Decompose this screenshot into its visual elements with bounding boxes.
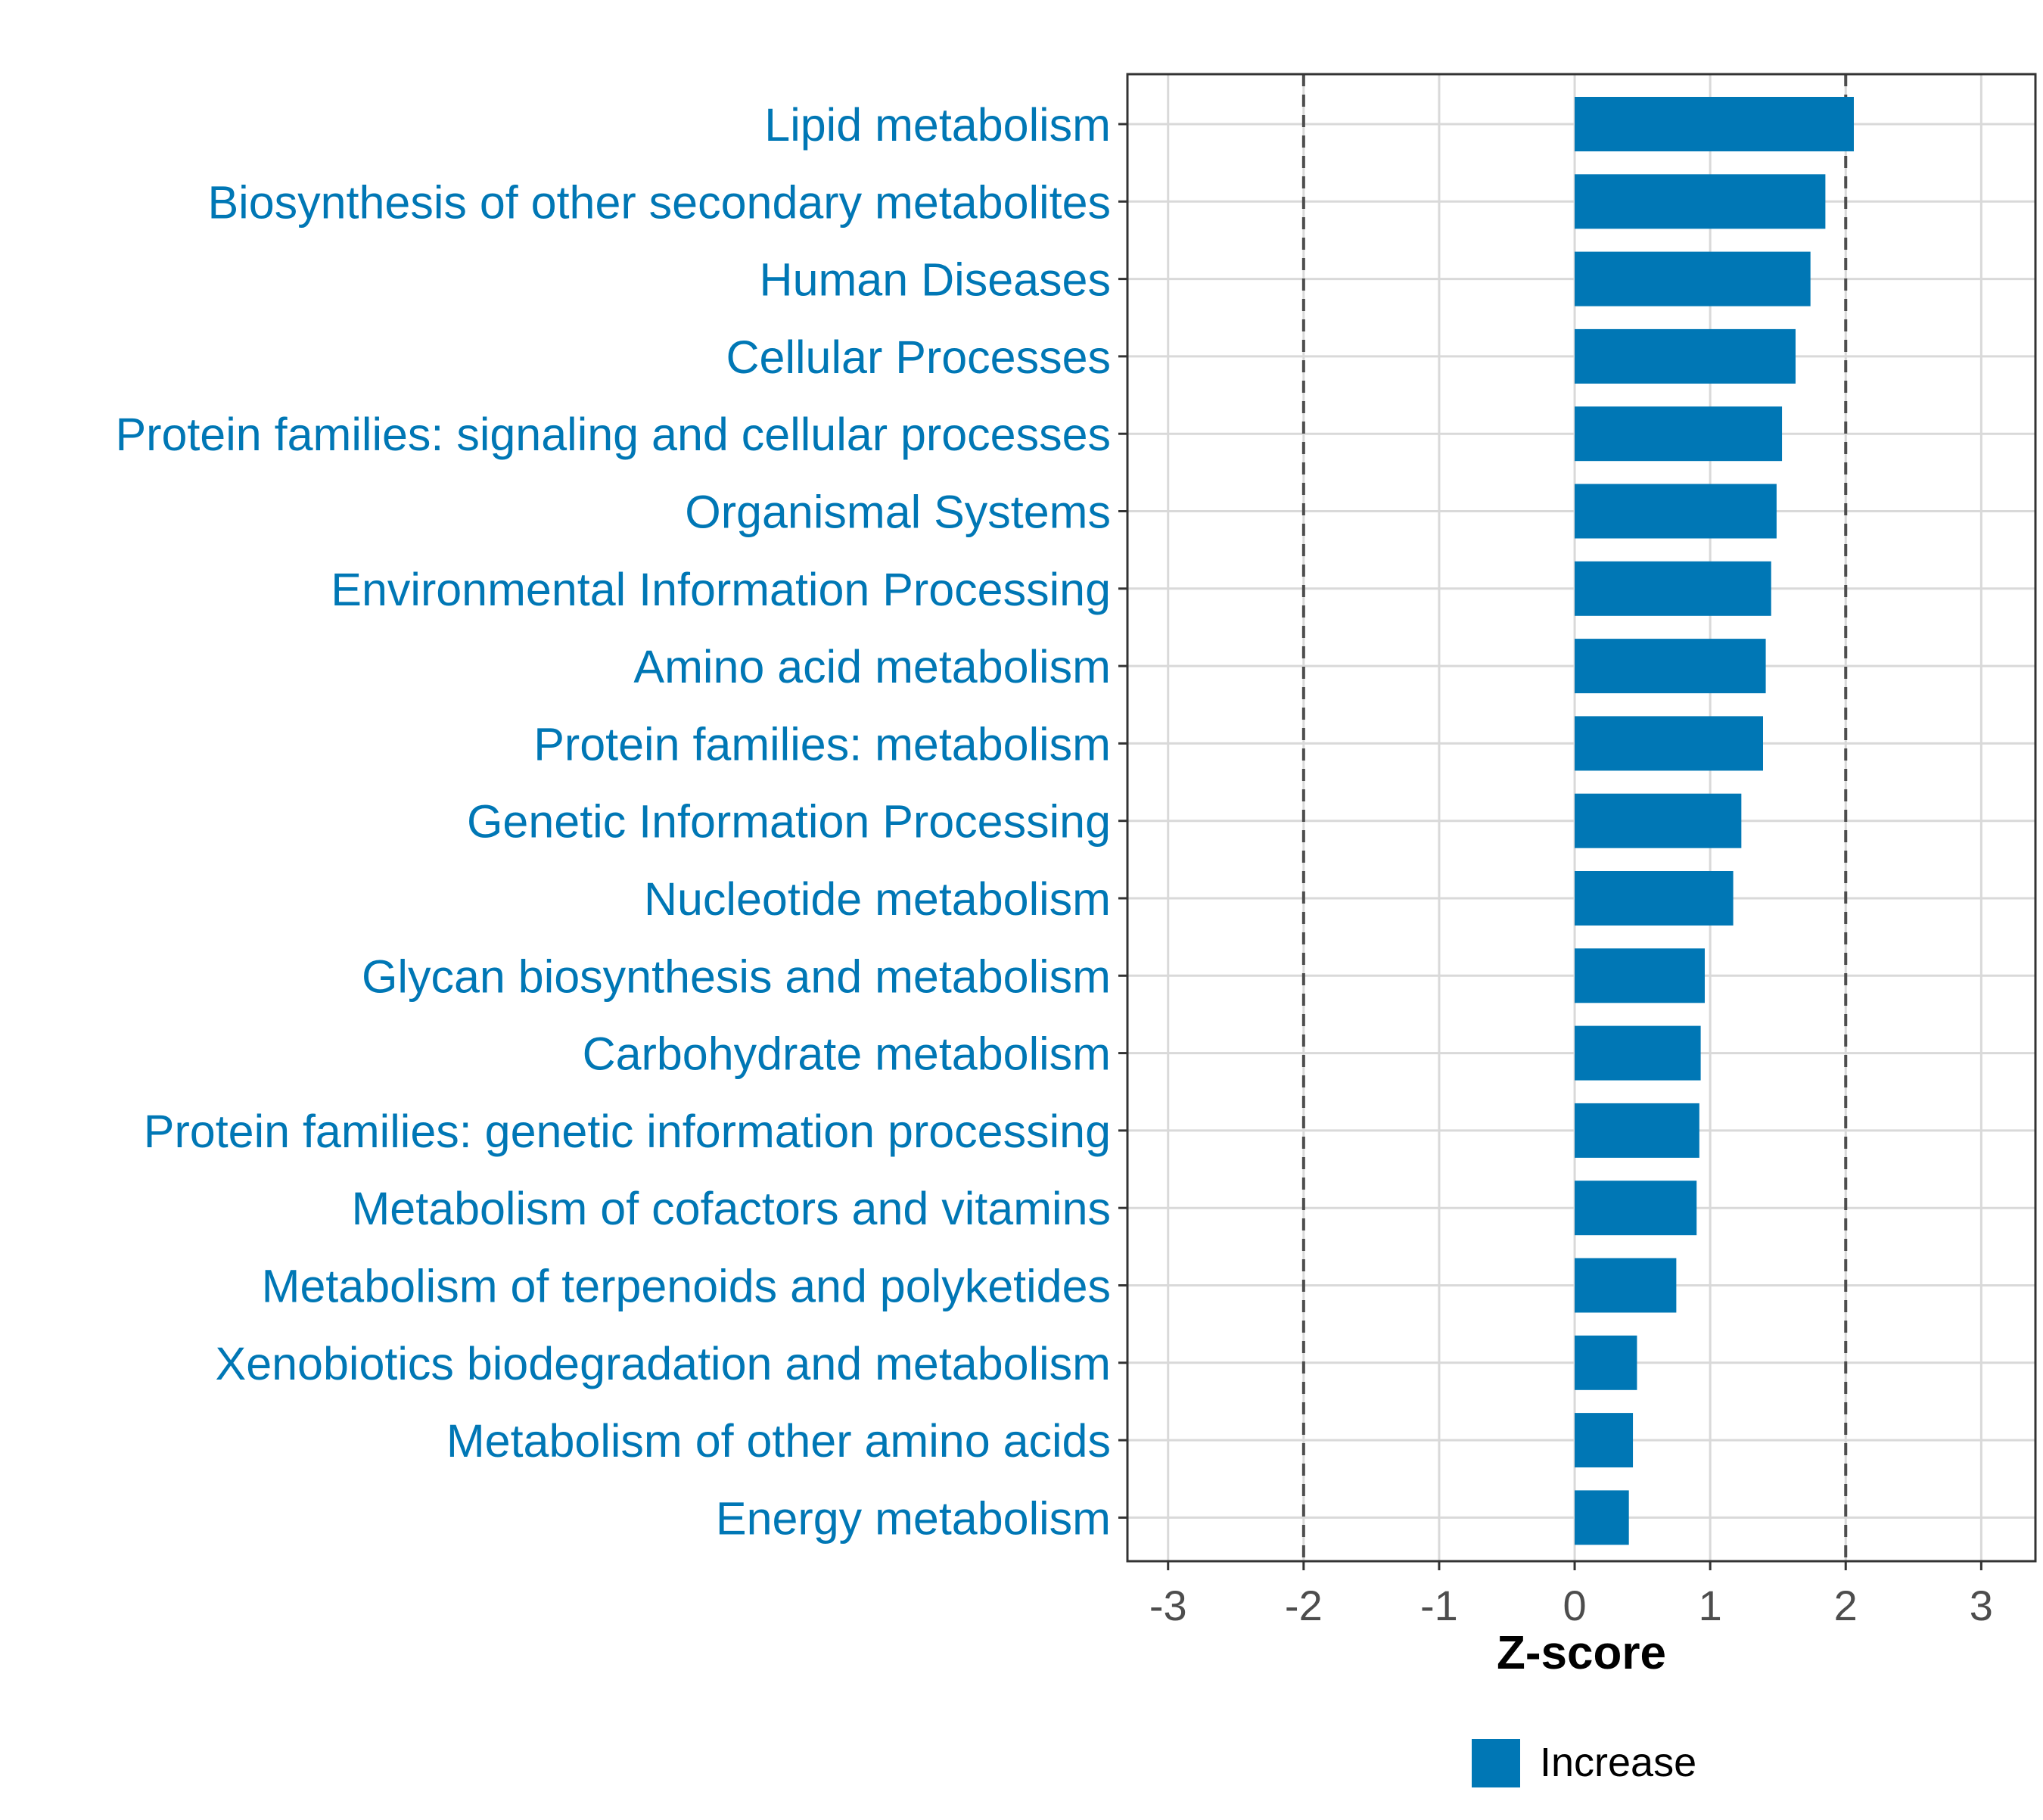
bar — [1575, 1025, 1701, 1081]
legend-swatch — [1472, 1739, 1520, 1787]
category-label: Metabolism of other amino acids — [446, 1415, 1111, 1467]
category-label: Human Diseases — [760, 254, 1111, 306]
bar — [1575, 1413, 1634, 1468]
bar — [1575, 1490, 1629, 1545]
category-label: Nucleotide metabolism — [644, 873, 1111, 925]
category-label: Cellular Processes — [726, 331, 1111, 383]
x-tick-label: -1 — [1420, 1582, 1458, 1629]
bar — [1575, 639, 1766, 694]
panel-border — [1126, 73, 2037, 1563]
category-label: Amino acid metabolism — [633, 641, 1111, 692]
bar — [1575, 561, 1771, 616]
bar — [1575, 1181, 1697, 1236]
x-tick-label: 1 — [1699, 1582, 1722, 1629]
category-label: Metabolism of terpenoids and polyketides — [262, 1261, 1111, 1312]
legend: Increase — [1472, 1739, 1696, 1787]
category-label: Genetic Information Processing — [467, 796, 1111, 848]
category-label: Protein families: genetic information pr… — [144, 1106, 1111, 1157]
bar — [1575, 948, 1705, 1003]
bar — [1575, 1103, 1699, 1158]
bar — [1575, 97, 1854, 151]
legend-label: Increase — [1540, 1740, 1696, 1785]
category-label: Protein families: metabolism — [533, 718, 1111, 770]
x-tick-label: -2 — [1285, 1582, 1323, 1629]
x-tick-label: 3 — [1970, 1582, 1993, 1629]
bar — [1575, 484, 1777, 539]
x-tick-label: 2 — [1834, 1582, 1858, 1629]
x-tick-label: -3 — [1149, 1582, 1187, 1629]
category-label: Protein families: signaling and cellular… — [115, 409, 1111, 460]
category-label: Xenobiotics biodegradation and metabolis… — [216, 1338, 1111, 1389]
x-tick-label: 0 — [1563, 1582, 1586, 1629]
bar — [1575, 406, 1783, 462]
category-label: Carbohydrate metabolism — [583, 1028, 1111, 1080]
bar — [1575, 251, 1811, 306]
category-label: Biosynthesis of other secondary metaboli… — [207, 176, 1111, 228]
x-axis-title: Z-score — [1497, 1627, 1666, 1679]
bar — [1575, 174, 1826, 229]
category-label: Environmental Information Processing — [331, 564, 1111, 615]
category-label: Organismal Systems — [685, 487, 1111, 538]
category-label: Glycan biosynthesis and metabolism — [362, 950, 1111, 1002]
bar — [1575, 716, 1763, 771]
category-label: Lipid metabolism — [764, 99, 1111, 151]
category-label: Metabolism of cofactors and vitamins — [351, 1183, 1111, 1234]
bar — [1575, 1258, 1677, 1313]
bar — [1575, 328, 1796, 384]
bar — [1575, 1335, 1637, 1390]
bar — [1575, 793, 1742, 848]
bar — [1575, 871, 1734, 926]
category-label: Energy metabolism — [716, 1492, 1111, 1544]
